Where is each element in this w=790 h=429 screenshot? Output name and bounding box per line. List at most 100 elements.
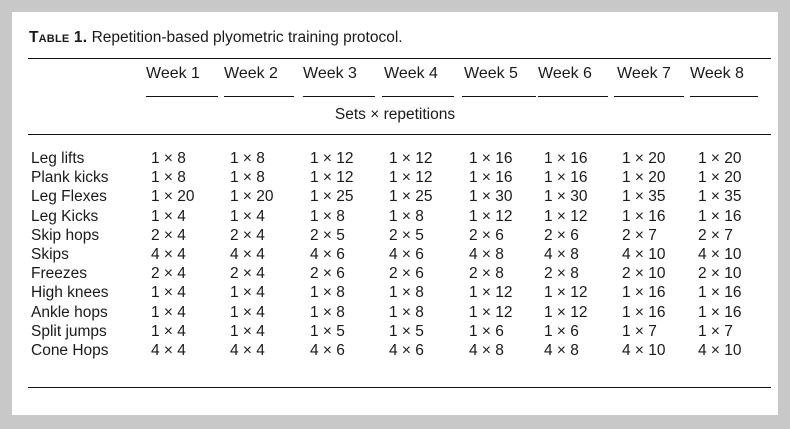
table-panel: Table 1. Repetition-based plyometric tra…: [12, 12, 778, 415]
table-cell: 1 × 16: [469, 169, 513, 187]
exercise-name: Skips: [31, 245, 69, 263]
table-cell: 1 × 25: [389, 188, 433, 206]
table-cell: 4 × 4: [151, 341, 186, 359]
column-header-underline: [224, 96, 294, 97]
column-header-week-1: Week 1: [146, 65, 200, 82]
table-caption-label: Table 1.: [29, 29, 88, 46]
table-cell: 1 × 16: [469, 150, 513, 167]
column-header-underline: [614, 96, 684, 97]
table-cell: 1 × 12: [544, 207, 588, 225]
table-caption-text: Repetition-based plyometric training pro…: [91, 29, 403, 46]
table-cell: 1 × 30: [469, 188, 513, 206]
exercise-name: Split jumps: [31, 322, 107, 340]
table-caption: Table 1. Repetition-based plyometric tra…: [29, 29, 403, 47]
table-row: Skip hops 2 × 4 2 × 4 2 × 5 2 × 5 2 × 6 2 × 6 2…: [12, 227, 778, 246]
exercise-name: Freezes: [31, 265, 87, 283]
table-cell: 4 × 10: [622, 245, 666, 263]
table-cell: 1 × 4: [151, 284, 186, 302]
table-cell: 1 × 8: [389, 284, 424, 302]
table-cell: 1 × 16: [698, 207, 742, 225]
table-cell: 1 × 4: [230, 322, 265, 340]
column-header-week-5: Week 5: [464, 65, 518, 82]
table-row: Ankle hops 1 × 4 1 × 4 1 × 8 1 × 8 1 × 12 1 × …: [12, 304, 778, 323]
table-cell: 4 × 8: [544, 341, 579, 359]
table-cell: 2 × 8: [469, 265, 504, 283]
table-cell: 1 × 12: [389, 150, 433, 167]
exercise-name: Ankle hops: [31, 303, 108, 321]
table-cell: 1 × 16: [544, 169, 588, 187]
table-cell: 1 × 20: [230, 188, 274, 206]
table-cell: 2 × 5: [389, 226, 424, 244]
table-cell: 1 × 4: [151, 303, 186, 321]
table-cell: 2 × 4: [151, 265, 186, 283]
table-cell: 4 × 10: [698, 341, 742, 359]
table-cell: 1 × 8: [230, 169, 265, 187]
column-header-underline: [382, 96, 454, 97]
column-header-underline: [146, 96, 218, 97]
table-cell: 1 × 20: [698, 150, 742, 167]
table-cell: 1 × 16: [622, 303, 666, 321]
column-header-week-8: Week 8: [690, 65, 744, 82]
table-cell: 2 × 10: [622, 265, 666, 283]
table-cell: 1 × 12: [469, 303, 513, 321]
table-cell: 1 × 8: [230, 150, 265, 167]
table-cell: 4 × 6: [310, 245, 345, 263]
column-header-week-7: Week 7: [617, 65, 671, 82]
table-cell: 1 × 12: [544, 284, 588, 302]
table-cell: 1 × 8: [151, 150, 186, 167]
table-cell: 2 × 6: [310, 265, 345, 283]
table-cell: 1 × 6: [544, 322, 579, 340]
table-cell: 2 × 10: [698, 265, 742, 283]
column-header-week-4: Week 4: [384, 65, 438, 82]
table-cell: 2 × 7: [698, 226, 733, 244]
table-header-rule: [28, 134, 771, 135]
table-cell: 1 × 6: [469, 322, 504, 340]
table-row: Plank kicks 1 × 8 1 × 8 1 × 12 1 × 12 1 × 16 1…: [12, 169, 778, 188]
table-cell: 1 × 4: [151, 322, 186, 340]
table-cell: 1 × 8: [310, 207, 345, 225]
table-cell: 4 × 4: [151, 245, 186, 263]
table-top-rule: [28, 58, 771, 59]
table-cell: 1 × 16: [698, 284, 742, 302]
column-header-week-3: Week 3: [303, 65, 357, 82]
column-header-underline: [462, 96, 536, 97]
table-cell: 1 × 35: [622, 188, 666, 206]
table-cell: 1 × 8: [310, 303, 345, 321]
table-cell: 4 × 8: [469, 341, 504, 359]
exercise-name: Plank kicks: [31, 169, 109, 187]
table-cell: 1 × 4: [151, 207, 186, 225]
table-cell: 2 × 5: [310, 226, 345, 244]
table-cell: 2 × 6: [544, 226, 579, 244]
table-row: Leg Flexes 1 × 20 1 × 20 1 × 25 1 × 25 1 × 30…: [12, 188, 778, 207]
exercise-name: Leg Flexes: [31, 188, 107, 206]
table-cell: 4 × 10: [698, 245, 742, 263]
table-cell: 4 × 4: [230, 341, 265, 359]
table-cell: 1 × 4: [230, 207, 265, 225]
table-cell: 1 × 20: [151, 188, 195, 206]
table-cell: 2 × 4: [230, 265, 265, 283]
table-cell: 1 × 30: [544, 188, 588, 206]
table-cell: 1 × 16: [544, 150, 588, 167]
table-cell: 1 × 8: [389, 207, 424, 225]
table-cell: 1 × 4: [230, 284, 265, 302]
table-cell: 1 × 12: [310, 169, 354, 187]
table-cell: 1 × 5: [389, 322, 424, 340]
column-header-underline: [538, 96, 608, 97]
table-cell: 4 × 8: [469, 245, 504, 263]
table-cell: 2 × 4: [151, 226, 186, 244]
table-cell: 1 × 16: [622, 207, 666, 225]
table-cell: 1 × 20: [622, 150, 666, 167]
table-cell: 4 × 6: [310, 341, 345, 359]
table-cell: 1 × 8: [310, 284, 345, 302]
table-cell: 1 × 8: [389, 303, 424, 321]
table-cell: 4 × 6: [389, 341, 424, 359]
table-cell: 1 × 25: [310, 188, 354, 206]
table-cell: 4 × 6: [389, 245, 424, 263]
column-header-week-2: Week 2: [224, 65, 278, 82]
table-cell: 4 × 4: [230, 245, 265, 263]
column-header-underline: [303, 96, 375, 97]
table-cell: 1 × 12: [469, 284, 513, 302]
table-row: Leg lifts 1 × 8 1 × 8 1 × 12 1 × 12 1 × 16 1 ×…: [12, 150, 778, 169]
table-cell: 1 × 20: [698, 169, 742, 187]
